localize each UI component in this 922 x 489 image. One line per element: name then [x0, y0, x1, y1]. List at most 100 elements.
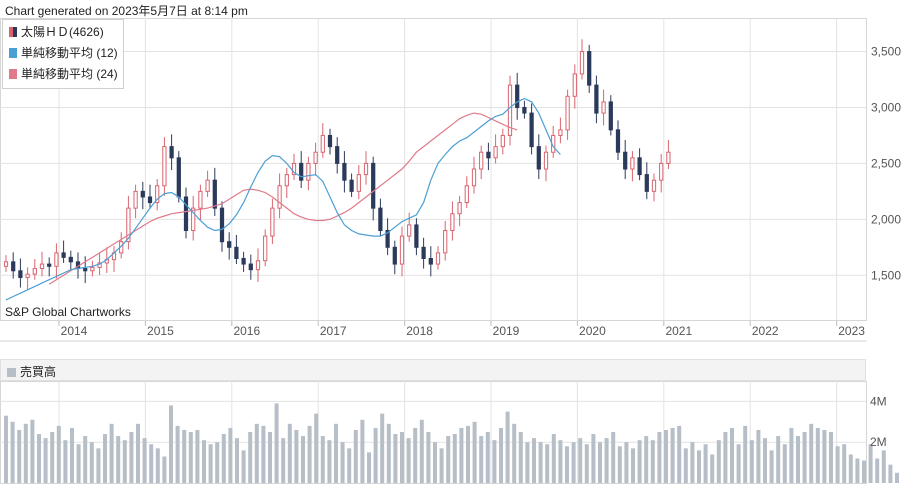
volume-bar [525, 442, 530, 483]
volume-bar [17, 429, 22, 483]
candle-up [471, 168, 477, 187]
volume-bar [37, 434, 41, 483]
volume-bar [690, 442, 695, 483]
volume-bar [631, 448, 635, 483]
candle-up [306, 162, 311, 181]
volume-swatch-icon [7, 368, 16, 377]
volume-bar [716, 440, 721, 483]
volume-bar [644, 436, 649, 483]
volume-legend: 売買高 [7, 363, 56, 380]
volume-bar [848, 454, 853, 483]
volume-bar [248, 432, 253, 483]
candle-down [248, 263, 253, 271]
volume-bar [822, 429, 827, 483]
volume-bar [386, 423, 391, 483]
volume-bar [736, 444, 741, 483]
candle-down [61, 252, 66, 258]
volume-bar [4, 415, 8, 483]
price-plot-frame [0, 18, 867, 321]
volume-bar [393, 434, 398, 483]
volume-bar [835, 446, 840, 483]
volume-bar [175, 425, 180, 483]
volume-bar [162, 456, 167, 483]
legend-item-ma24[interactable]: 単純移動平均 (24) [9, 66, 118, 82]
volume-bar [83, 436, 88, 483]
candle-down [169, 146, 174, 159]
volume-bar [10, 421, 15, 483]
volume-bar [353, 429, 358, 483]
volume-bar [188, 432, 193, 483]
volume-bar [89, 442, 94, 483]
chart-legend: 太陽ＨＤ(4626) 単純移動平均 (12) 単純移動平均 (24) [2, 19, 124, 89]
volume-bar [842, 444, 847, 483]
volume-bar [182, 429, 187, 483]
x-tick-label: 2017 [320, 324, 347, 338]
volume-bar [499, 427, 503, 483]
ma12-swatch-icon [9, 48, 17, 58]
volume-bar [697, 450, 701, 483]
volume-bar [855, 458, 860, 483]
volume-bar [367, 452, 371, 483]
candle-up [198, 190, 203, 209]
legend-item-ma12[interactable]: 単純移動平均 (12) [9, 45, 118, 61]
y-tick-label: 1,500 [871, 268, 901, 282]
volume-bar [30, 419, 35, 483]
volume-bar [287, 423, 292, 483]
volume-bar [472, 421, 477, 483]
candle-up [651, 179, 657, 192]
price-y-axis: 1,500 2,000 2,500 3,000 3,500 [871, 45, 901, 283]
candle-down [392, 246, 397, 265]
volume-bar [43, 438, 48, 483]
ma24-swatch-icon [9, 69, 17, 79]
volume-bar [228, 427, 233, 483]
candle-up [450, 213, 455, 232]
volume-bar [492, 440, 497, 483]
volume-bar [782, 444, 787, 483]
volume-bar [617, 446, 622, 483]
volume-bar [254, 423, 259, 483]
volume-bar [809, 423, 814, 483]
volume-bar [802, 432, 807, 483]
volume-bar [439, 448, 444, 483]
volume-bar [571, 442, 576, 483]
candle-up [630, 157, 635, 170]
x-tick-label: 2020 [579, 324, 606, 338]
volume-bar [479, 436, 484, 483]
volume-bar [261, 425, 266, 483]
candle-down [227, 241, 232, 248]
legend-label-price: 太陽ＨＤ(4626) [21, 25, 104, 39]
volume-bar [406, 438, 411, 483]
volume-bar [413, 427, 418, 483]
ma12-line [5, 97, 561, 301]
volume-bar [149, 444, 154, 483]
volume-bar [281, 438, 286, 483]
candle-up [479, 151, 484, 170]
volume-bar [796, 436, 800, 483]
candle-up [155, 185, 160, 204]
volume-bar [96, 448, 101, 483]
volume-bar [314, 413, 319, 483]
legend-item-price[interactable]: 太陽ＨＤ(4626) [9, 24, 104, 40]
y-tick-label: 2,000 [871, 212, 901, 226]
legend-label-ma12: 単純移動平均 (12) [21, 46, 118, 60]
x-tick-label: 2014 [61, 324, 88, 338]
volume-bar [23, 423, 28, 483]
candle-down [219, 207, 225, 243]
candle-down [327, 134, 333, 148]
candle-down [47, 263, 52, 267]
x-tick-label: 2019 [493, 324, 520, 338]
candle-up [255, 260, 261, 271]
candle-up [162, 146, 167, 187]
volume-bar [195, 429, 200, 483]
volume-bar [400, 432, 404, 483]
candle-up [558, 129, 563, 136]
candle-up [443, 230, 448, 254]
volume-bar [881, 450, 886, 483]
price-candles [3, 39, 671, 290]
candle-down [529, 112, 534, 148]
price-grid [0, 18, 867, 321]
candle-down [428, 257, 433, 265]
volume-bar [301, 436, 305, 483]
volume-bar [664, 429, 668, 483]
volume-bar [103, 434, 107, 483]
